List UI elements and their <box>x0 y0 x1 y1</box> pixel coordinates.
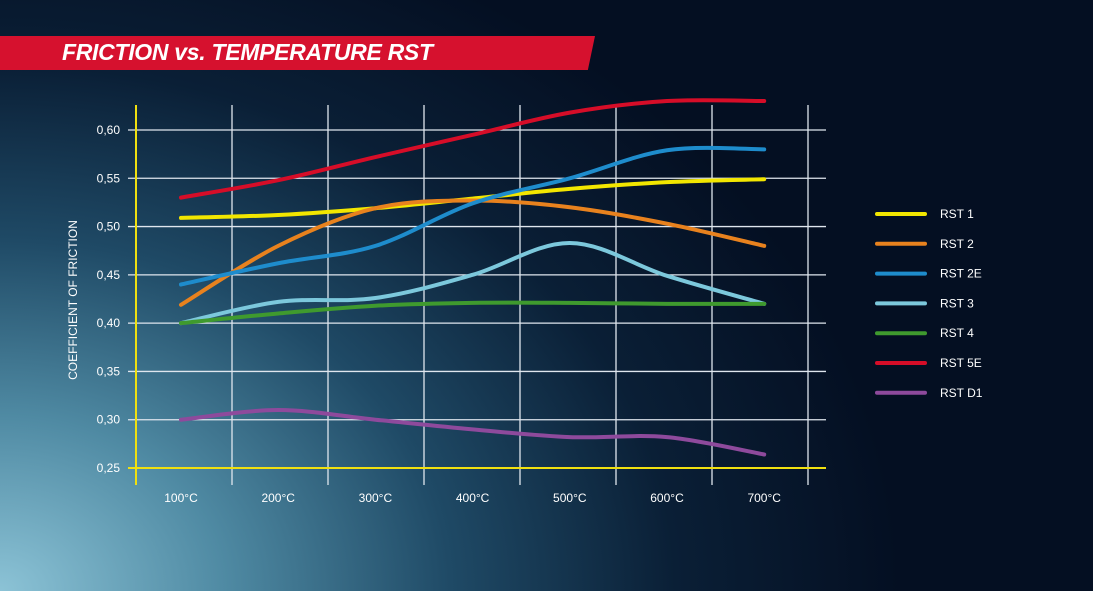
legend-label-rst-d1: RST D1 <box>940 386 983 400</box>
series-line-rst-5e <box>179 98 767 200</box>
y-tick-label: 0,50 <box>97 220 121 234</box>
x-tick-label: 700°C <box>747 491 781 505</box>
legend-label-rst-2e: RST 2E <box>940 267 982 281</box>
y-tick-label: 0,35 <box>97 364 121 378</box>
legend-label-rst-2: RST 2 <box>940 237 974 251</box>
y-tick-label: 0,40 <box>97 316 121 330</box>
y-tick-label: 0,30 <box>97 413 121 427</box>
series-line-rst-3 <box>179 240 767 326</box>
y-tick-label: 0,55 <box>97 171 121 185</box>
x-tick-label: 400°C <box>456 491 490 505</box>
series-line-rst-2 <box>179 198 767 307</box>
title-banner <box>0 36 595 70</box>
legend-label-rst-3: RST 3 <box>940 296 974 310</box>
legend-label-rst-4: RST 4 <box>940 326 974 340</box>
y-tick-label: 0,45 <box>97 268 121 282</box>
y-tick-label: 0,60 <box>97 123 121 137</box>
y-axis-label: COEFFICIENT OF FRICTION <box>66 220 80 380</box>
series-line-rst-2e <box>179 145 767 287</box>
chart-title: FRICTION vs. TEMPERATURE RST <box>62 39 433 65</box>
x-tick-label: 500°C <box>553 491 587 505</box>
series-line-rst-4 <box>179 300 767 326</box>
x-tick-label: 600°C <box>650 491 684 505</box>
series-line-rst-d1 <box>179 408 767 457</box>
legend-label-rst-5e: RST 5E <box>940 356 982 370</box>
y-tick-label: 0,25 <box>97 461 121 475</box>
x-tick-label: 200°C <box>261 491 295 505</box>
x-tick-label: 100°C <box>164 491 198 505</box>
x-tick-label: 300°C <box>359 491 393 505</box>
legend-label-rst-1: RST 1 <box>940 207 974 221</box>
